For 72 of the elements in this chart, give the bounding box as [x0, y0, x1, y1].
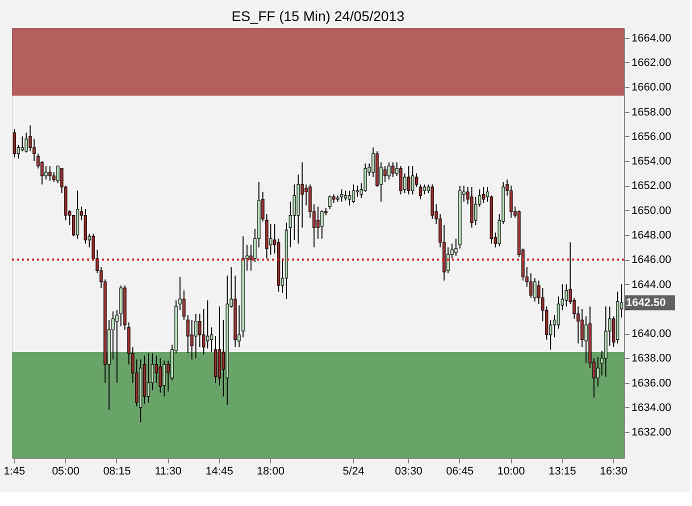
candlestick [348, 190, 352, 206]
candlestick [146, 352, 150, 404]
candlestick [407, 165, 410, 195]
candlestick [510, 185, 513, 218]
candlestick [418, 184, 422, 200]
x-tick-label: 14:45 [206, 466, 234, 478]
candlestick [115, 310, 119, 384]
y-tick-label: 1658.00 [632, 106, 672, 118]
candlestick [210, 326, 214, 353]
candlestick [20, 136, 24, 152]
y-tick-label: 1660.00 [632, 82, 672, 94]
x-tick-label: 5/24 [342, 466, 364, 478]
x-tick-label: 05:00 [52, 466, 80, 478]
x-tick-label: 06:45 [446, 466, 474, 478]
y-tick-label: 1648.00 [632, 229, 672, 242]
candlestick [269, 223, 272, 256]
y-tick-label: 1656.00 [632, 130, 672, 143]
x-tick-label: 16:30 [600, 466, 628, 478]
y-tick-label: 1654.00 [632, 156, 672, 168]
candlestick [186, 314, 190, 354]
candlestick [482, 186, 486, 204]
candlestick [194, 313, 198, 359]
y-tick-label: 1634.00 [632, 402, 672, 414]
text: 1642.50 [626, 296, 666, 309]
candlestick [596, 356, 600, 388]
y-tick-label: 1632.00 [632, 426, 672, 439]
candlestick [320, 210, 324, 240]
candlestick [158, 358, 162, 394]
x-tick-label: 08:15 [103, 466, 131, 478]
candlestick [454, 238, 458, 256]
candlestick [564, 284, 568, 307]
candlestick [48, 165, 52, 182]
candlestick [328, 195, 332, 210]
candlestick [399, 165, 402, 195]
x-tick-label: 13:15 [548, 466, 576, 478]
candlestick [300, 162, 304, 228]
y-tick-label: 1636.00 [632, 377, 672, 390]
y-tick-label: 1662.00 [632, 57, 672, 69]
candlestick [556, 296, 560, 330]
x-tick-label: 11:30 [154, 466, 182, 478]
x-tick-label: 10:00 [497, 466, 525, 478]
candlestick [316, 206, 320, 240]
chart-title: ES_FF (15 Min) 24/05/2013 [232, 8, 405, 24]
candlestick [387, 162, 391, 180]
candlestick [206, 300, 210, 349]
candlestick [529, 272, 532, 298]
candlestick [44, 165, 48, 180]
y-tick-label: 1664.00 [632, 32, 672, 44]
y-tick-label: 1646.00 [632, 254, 672, 266]
candlestick [56, 165, 60, 184]
candlestick [182, 290, 186, 321]
candlestick [162, 360, 166, 397]
candlestick [352, 184, 356, 204]
x-tick-label: 1:45 [4, 466, 26, 478]
candlestick [391, 162, 394, 178]
candlestick [383, 165, 387, 183]
candlestick [344, 190, 348, 201]
y-tick-label: 1650.00 [632, 204, 672, 217]
y-tick-label: 1638.00 [632, 352, 672, 365]
candlestick [12, 128, 16, 158]
candlestick [414, 172, 418, 188]
candlestick [580, 308, 584, 348]
candlestick [584, 316, 588, 364]
y-tick-label: 1644.00 [632, 278, 672, 291]
candlestick [340, 188, 344, 202]
x-tick-label: 18:00 [256, 466, 284, 478]
candlestick [154, 355, 158, 384]
y-tick-label: 1652.00 [632, 180, 672, 192]
candlestick [422, 184, 426, 195]
x-tick-label: 03:30 [394, 466, 422, 478]
y-tick-label: 1640.00 [632, 328, 672, 340]
candlestick [411, 165, 414, 195]
